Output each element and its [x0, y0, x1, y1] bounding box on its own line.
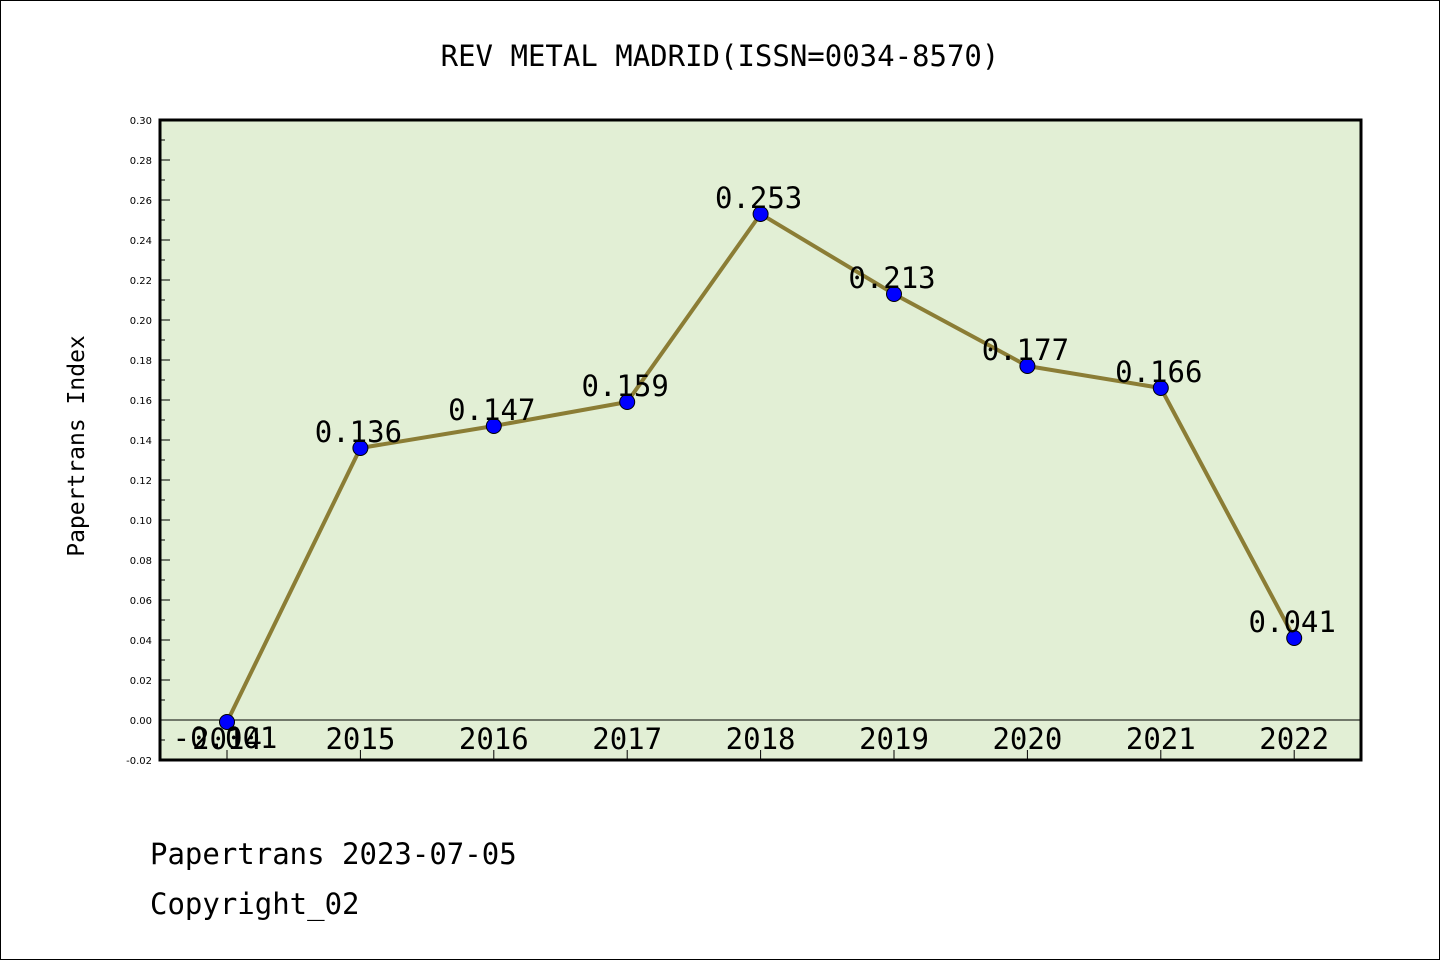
- footer-copyright: Copyright_02: [150, 887, 360, 922]
- data-point: [886, 286, 902, 302]
- data-label: 0.136: [315, 415, 402, 449]
- x-tick-label: 2015: [325, 722, 395, 756]
- chart-title: REV METAL MADRID(ISSN=0034-8570): [441, 39, 1000, 73]
- x-tick-label: 2016: [459, 722, 529, 756]
- data-point: [485, 418, 502, 434]
- x-tick-label: 2022: [1259, 722, 1329, 756]
- data-label: 0.166: [1115, 355, 1202, 389]
- x-tick-label: 2017: [592, 722, 662, 756]
- y-tick-label: 0.24: [130, 236, 152, 247]
- y-tick-label: 0.28: [130, 156, 152, 167]
- y-tick-label: 0.08: [130, 556, 152, 567]
- data-point: [352, 440, 369, 456]
- data-point: [1019, 358, 1036, 374]
- data-point: [1286, 630, 1303, 646]
- data-point: [1152, 380, 1169, 396]
- x-tick-label: 2014: [192, 722, 262, 756]
- y-tick-label: 0.10: [130, 516, 152, 527]
- y-tick-label: 0.00: [130, 716, 152, 727]
- x-tick-label: 2020: [992, 722, 1062, 756]
- y-tick-label: 0.22: [130, 276, 152, 287]
- data-label: 0.147: [448, 393, 535, 427]
- footer-date: Papertrans 2023-07-05: [150, 837, 517, 871]
- y-tick-label: 0.20: [130, 316, 152, 327]
- plot-area: [160, 120, 1361, 760]
- data-label: -0.001: [173, 721, 278, 755]
- y-tick-label: 0.12: [130, 476, 152, 487]
- y-tick-label: 0.30: [130, 116, 152, 127]
- y-tick-label: 0.14: [130, 436, 152, 447]
- x-tick-label: 2018: [726, 722, 796, 756]
- x-tick-label: 2021: [1126, 722, 1196, 756]
- x-tick-label: 2019: [859, 722, 929, 756]
- data-label: 0.159: [582, 369, 669, 403]
- y-tick-label: 0.06: [130, 596, 152, 607]
- y-tick-label: -0.02: [126, 756, 152, 767]
- data-label: 0.253: [715, 181, 802, 215]
- y-tick-label: 0.02: [130, 676, 152, 687]
- data-label: 0.041: [1249, 605, 1336, 639]
- y-tick-label: 0.16: [130, 396, 152, 407]
- y-axis-label: Papertrans Index: [64, 335, 90, 557]
- data-point: [619, 394, 636, 410]
- data-point: [752, 206, 769, 222]
- data-label: 0.177: [982, 333, 1069, 367]
- y-tick-label: 0.18: [130, 356, 152, 367]
- y-tick-label: 0.04: [130, 636, 152, 647]
- plot-border: [158, 118, 1363, 762]
- y-tick-label: 0.26: [130, 196, 152, 207]
- data-point: [219, 714, 235, 730]
- data-label: 0.213: [848, 261, 935, 295]
